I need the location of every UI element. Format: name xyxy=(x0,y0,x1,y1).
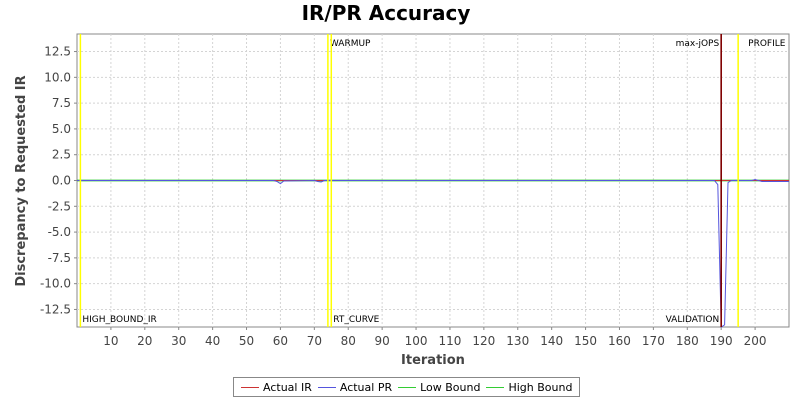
legend-item: High Bound xyxy=(486,381,572,394)
legend-swatch xyxy=(317,386,336,388)
y-tick-label: -12.5 xyxy=(40,302,71,316)
y-axis-ticks: -12.5 -10.0 -7.5 -5.0 -2.5 0.0 2.5 5.0 7.5 10.0 12… xyxy=(40,45,77,316)
x-tick-label: 90 xyxy=(375,334,390,348)
legend-label: Actual PR xyxy=(339,380,393,394)
grid xyxy=(77,34,789,327)
x-tick-label: 110 xyxy=(438,334,461,348)
marker-label: max-jOPS xyxy=(676,39,720,49)
y-axis-label: Discrepancy to Requested IR xyxy=(14,75,29,286)
marker-label: PROFILE xyxy=(748,39,786,49)
x-tick-label: 120 xyxy=(472,334,495,348)
x-tick-label: 170 xyxy=(642,334,665,348)
legend-item: Actual IR xyxy=(241,381,312,394)
legend-label: High Bound xyxy=(508,380,573,394)
x-tick-label: 150 xyxy=(574,334,597,348)
legend-item: Low Bound xyxy=(398,381,480,394)
legend-swatch xyxy=(486,386,505,388)
y-tick-label: 7.5 xyxy=(52,96,71,110)
legend: Actual IR Actual PR Low Bound High Bound xyxy=(233,377,581,397)
x-tick-label: 60 xyxy=(273,334,288,348)
marker-label: RT_CURVE xyxy=(333,315,379,325)
x-tick-label: 70 xyxy=(307,334,322,348)
x-tick-label: 140 xyxy=(540,334,563,348)
legend-item: Actual PR xyxy=(317,380,393,394)
y-tick-label: -7.5 xyxy=(48,251,71,265)
x-tick-label: 20 xyxy=(137,334,152,348)
y-tick-label: 2.5 xyxy=(52,148,71,162)
marker-label: VALIDATION xyxy=(666,315,720,325)
x-tick-label: 190 xyxy=(710,334,733,348)
x-axis-ticks: 10 20 30 40 50 60 70 80 90 100 110 120 130 140 150 160 1… xyxy=(103,327,767,348)
y-tick-label: 10.0 xyxy=(44,70,71,84)
series-line-actual-pr xyxy=(77,178,789,328)
y-tick-label: 12.5 xyxy=(44,45,71,59)
marker-label: WARMUP xyxy=(330,39,371,49)
y-tick-label: -10.0 xyxy=(40,277,71,291)
x-tick-label: 80 xyxy=(341,334,356,348)
series-lines xyxy=(77,178,789,328)
y-tick-label: 0.0 xyxy=(52,174,71,188)
x-tick-label: 180 xyxy=(676,334,699,348)
x-axis-label: Iteration xyxy=(401,353,465,368)
x-tick-label: 30 xyxy=(171,334,186,348)
x-tick-label: 10 xyxy=(103,334,118,348)
y-tick-label: -2.5 xyxy=(48,199,71,213)
legend-swatch xyxy=(398,386,417,388)
legend-label: Low Bound xyxy=(420,380,481,394)
x-tick-label: 50 xyxy=(239,334,254,348)
legend-swatch xyxy=(241,386,259,388)
y-tick-label: -5.0 xyxy=(48,225,71,239)
x-tick-label: 40 xyxy=(205,334,220,348)
marker-label: HIGH_BOUND_IR xyxy=(82,315,156,325)
x-tick-label: 100 xyxy=(405,334,428,348)
chart-title: IR/PR Accuracy xyxy=(302,1,471,25)
legend-label: Actual IR xyxy=(263,380,312,394)
x-tick-label: 160 xyxy=(608,334,631,348)
x-tick-label: 130 xyxy=(506,334,529,348)
x-tick-label: 200 xyxy=(744,334,767,348)
y-tick-label: 5.0 xyxy=(52,122,71,136)
marker-lines: HIGH_BOUND_IR WARMUP RT_CURVE max-jOPS VALID… xyxy=(79,34,786,327)
